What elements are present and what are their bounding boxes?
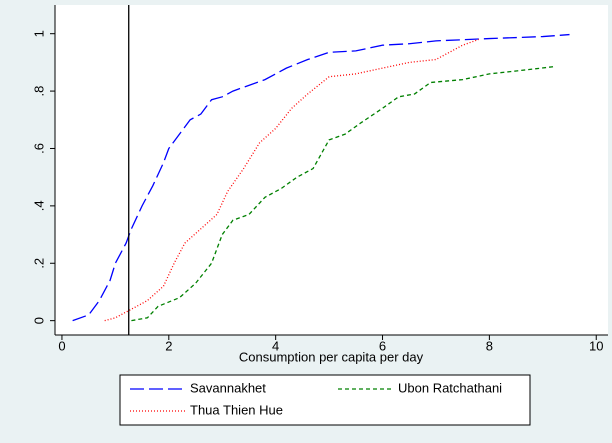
y-tick-label: 0: [31, 317, 46, 324]
legend-label: Thua Thien Hue: [190, 402, 283, 417]
legend: [119, 374, 531, 426]
x-tick-label: 10: [589, 338, 603, 353]
series-line: [104, 38, 479, 322]
x-tick-label: 0: [58, 338, 65, 353]
y-tick-label: 1: [31, 30, 46, 37]
x-tick-label: 6: [379, 338, 386, 353]
x-tick-label: 2: [165, 338, 172, 353]
legend-label: Ubon Ratchathani: [398, 380, 502, 395]
x-tick-label: 4: [272, 338, 279, 353]
x-tick-label: 8: [486, 338, 493, 353]
y-tick-label: .4: [31, 200, 46, 211]
plot-area: [55, 5, 608, 335]
y-tick-label: .6: [31, 143, 46, 154]
x-axis-label: Consumption per capita per day: [239, 349, 424, 364]
y-tick-label: .8: [31, 86, 46, 97]
series-line: [131, 66, 554, 322]
series-line: [72, 33, 570, 322]
legend-label: Savannakhet: [190, 380, 266, 395]
y-tick-label: .2: [31, 258, 46, 269]
